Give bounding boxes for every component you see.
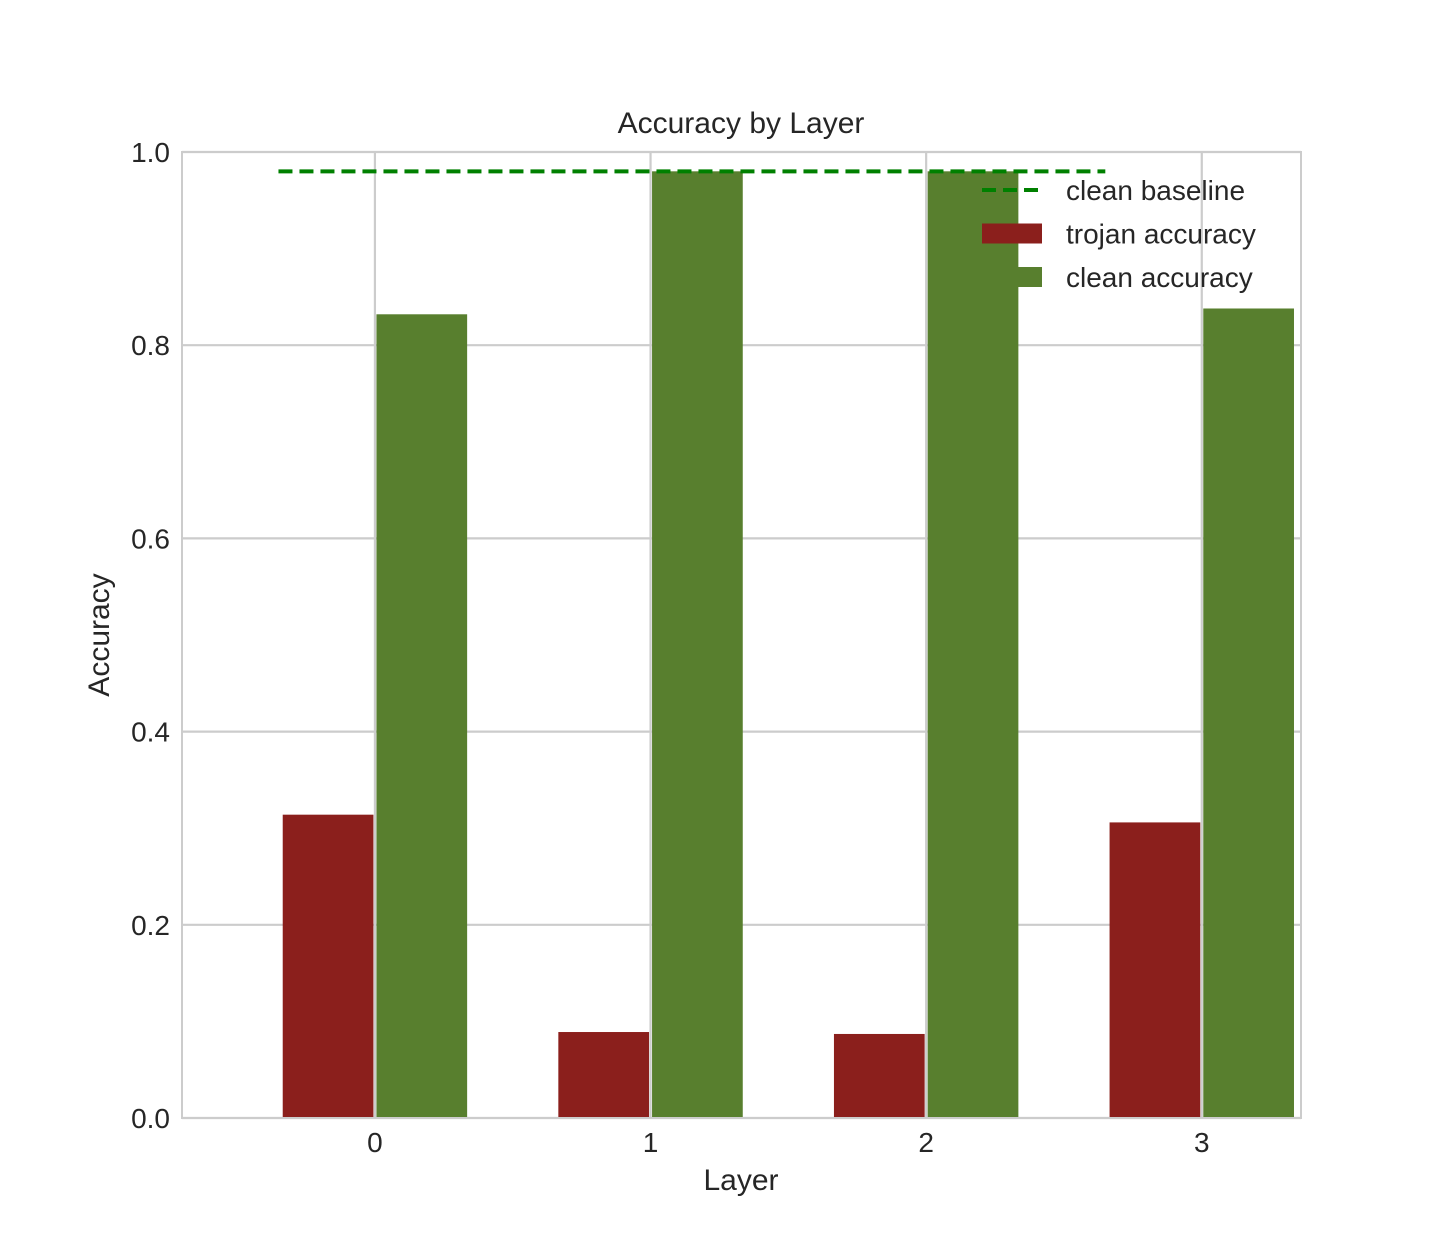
bar-trojan-accuracy-layer-3 (1109, 822, 1201, 1118)
y-tick-labels: 0.0 0.2 0.4 0.6 0.8 1.0 (131, 137, 170, 1134)
bars (282, 171, 1294, 1119)
y-tick-label: 0.2 (131, 910, 170, 941)
legend: clean baseline trojan accuracy clean accur… (982, 175, 1256, 293)
y-tick-label: 0.0 (131, 1103, 170, 1134)
x-tick-label: 3 (1194, 1127, 1210, 1158)
legend-label-clean-accuracy: clean accuracy (1066, 262, 1253, 293)
x-tick-label: 2 (918, 1127, 934, 1158)
legend-swatch-trojan-accuracy (982, 223, 1042, 244)
bar-clean-accuracy-layer-3 (1203, 308, 1294, 1118)
bar-trojan-accuracy-layer-1 (558, 1032, 650, 1118)
y-tick-label: 1.0 (131, 137, 170, 168)
y-tick-label: 0.8 (131, 330, 170, 361)
x-axis-label: Layer (703, 1164, 778, 1197)
x-tick-labels: 0 1 2 3 (367, 1127, 1209, 1158)
x-tick-label: 0 (367, 1127, 383, 1158)
y-axis-label: Accuracy (83, 573, 116, 696)
bar-clean-accuracy-layer-1 (652, 171, 743, 1118)
legend-label-trojan-accuracy: trojan accuracy (1066, 219, 1256, 250)
legend-swatch-clean-accuracy (982, 267, 1042, 287)
y-tick-label: 0.6 (131, 523, 170, 554)
bar-clean-accuracy-layer-2 (927, 171, 1019, 1118)
bar-trojan-accuracy-layer-2 (833, 1033, 925, 1118)
x-tick-label: 1 (643, 1127, 659, 1158)
bar-clean-accuracy-layer-0 (376, 314, 468, 1119)
legend-label-clean-baseline: clean baseline (1066, 175, 1245, 206)
bar-trojan-accuracy-layer-0 (282, 814, 374, 1118)
chart-title: Accuracy by Layer (618, 107, 865, 140)
y-tick-label: 0.4 (131, 717, 170, 748)
plot-frame (181, 151, 1302, 1119)
